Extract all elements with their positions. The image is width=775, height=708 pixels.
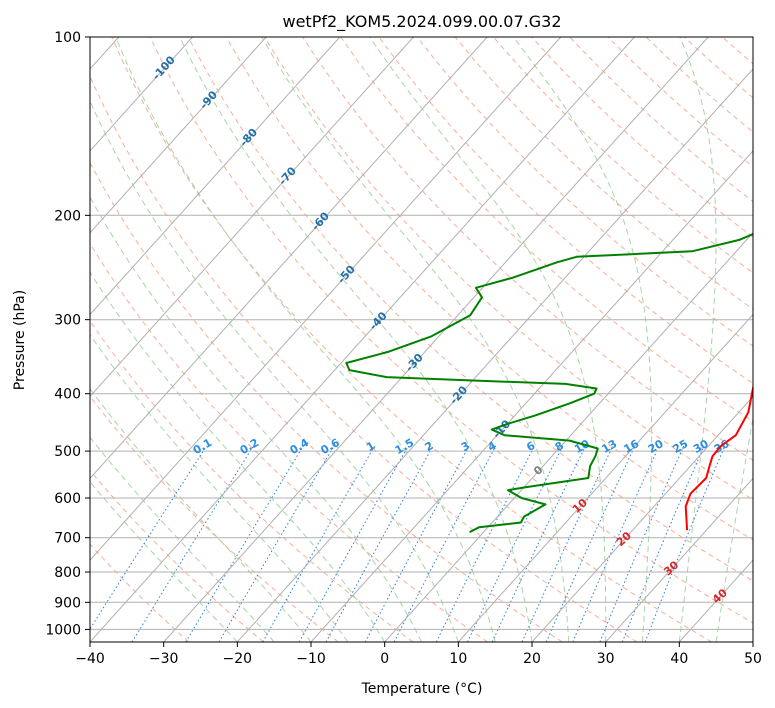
mixing-ratio-line bbox=[467, 445, 564, 642]
dry-adiabat-line bbox=[90, 161, 563, 642]
plot-frame bbox=[89, 36, 754, 643]
moist-adiabat-line bbox=[90, 99, 459, 642]
isotherm-gridline bbox=[457, 313, 753, 642]
x-tick-label: 30 bbox=[597, 651, 615, 667]
moist-adiabat-line bbox=[179, 37, 533, 642]
dry-adiabat-line bbox=[90, 75, 638, 642]
x-tick-label: 0 bbox=[380, 651, 389, 667]
mixing-ratio-line bbox=[131, 445, 254, 642]
dewpoint-profile-line bbox=[345, 232, 753, 533]
isotherm-gridline bbox=[236, 68, 753, 642]
y-tick-label: 200 bbox=[54, 208, 81, 224]
isotherm-gridline bbox=[531, 395, 753, 642]
isotherm-gridline bbox=[163, 37, 709, 642]
moist-adiabat-line bbox=[715, 415, 753, 642]
dry-adiabat-line bbox=[225, 37, 753, 541]
profile-series bbox=[345, 232, 753, 533]
temperature-profile-line bbox=[684, 384, 753, 531]
mixing-ratio-line bbox=[185, 445, 304, 642]
isotherm-gridline bbox=[90, 37, 267, 234]
y-tick-label: 700 bbox=[54, 531, 81, 547]
mixing-ratio-line bbox=[491, 445, 587, 642]
y-axis-label: Pressure (hPa) bbox=[12, 290, 28, 390]
dry-adiabat-line bbox=[149, 37, 753, 624]
mixing-ratio-line bbox=[599, 445, 685, 642]
moist-adiabat-line bbox=[115, 37, 496, 642]
y-tick-label: 400 bbox=[54, 387, 81, 403]
plot-area: 0.1 0.2 0.4 0.6 1 1.5 2 3 4 6 8 10 13 16 20 25 30 3601020… bbox=[90, 37, 753, 642]
x-tick-label: −40 bbox=[75, 651, 105, 667]
isotherm-gridline bbox=[90, 37, 562, 561]
moist-adiabat-line bbox=[90, 481, 238, 642]
mixing-ratio-line bbox=[90, 445, 208, 630]
x-axis-label: Temperature (°C) bbox=[361, 681, 483, 697]
moist-adiabat-line bbox=[90, 271, 386, 642]
isotherm-gridline bbox=[90, 37, 414, 398]
dry-adiabat-line bbox=[187, 37, 753, 582]
isotherm-gridline bbox=[384, 232, 753, 642]
y-tick-label: 100 bbox=[54, 30, 81, 46]
mixing-ratio-line bbox=[298, 445, 409, 642]
mixing-ratio-line bbox=[218, 445, 335, 642]
y-tick-label: 300 bbox=[54, 313, 81, 329]
mixing-ratio-lines bbox=[90, 445, 726, 642]
isotherm-gridline bbox=[90, 37, 193, 152]
y-tick-label: 600 bbox=[54, 491, 81, 507]
isotherm-gridline bbox=[90, 37, 635, 642]
moist-adiabat-line bbox=[513, 37, 653, 642]
isotherm-grid bbox=[90, 37, 753, 642]
moist-adiabat-line bbox=[90, 333, 349, 642]
x-tick-label: −20 bbox=[223, 651, 253, 667]
isotherm-gridline bbox=[605, 477, 753, 642]
x-axis: −40 −30 −20 −10 0 10 20 30 40 50 bbox=[75, 642, 762, 667]
y-tick-label: 900 bbox=[54, 595, 81, 611]
moist-adiabat-line bbox=[369, 37, 607, 642]
dry-adiabat-line bbox=[302, 37, 753, 461]
chart-title: wetPf2_KOM5.2024.099.00.07.G32 bbox=[282, 12, 561, 32]
x-tick-label: 40 bbox=[670, 651, 688, 667]
isotherm-gridline bbox=[90, 37, 341, 316]
isotherm-gridline bbox=[90, 37, 488, 480]
dry-adiabat-line bbox=[416, 37, 753, 347]
y-tick-label: 1000 bbox=[45, 622, 81, 638]
mixing-ratio-line bbox=[325, 445, 434, 642]
mixing-ratio-line bbox=[393, 445, 497, 642]
moist-adiabats bbox=[90, 37, 753, 642]
x-tick-label: 10 bbox=[449, 651, 467, 667]
x-tick-label: −30 bbox=[149, 651, 179, 667]
dry-adiabat-line bbox=[90, 242, 488, 642]
mixing-ratio-line bbox=[572, 445, 660, 642]
isotherm-gridline bbox=[310, 150, 753, 642]
y-axis: 100 200 300 400 500 600 700 800 900 1000 bbox=[45, 30, 90, 638]
moist-adiabat-line bbox=[261, 37, 570, 642]
y-tick-label: 500 bbox=[54, 444, 81, 460]
moist-adiabat-line bbox=[90, 436, 275, 642]
isobar-grid bbox=[90, 37, 753, 630]
x-tick-label: 20 bbox=[523, 651, 541, 667]
x-tick-label: 50 bbox=[744, 651, 762, 667]
dry-adiabat-line bbox=[111, 37, 712, 642]
x-tick-label: −10 bbox=[296, 651, 326, 667]
dry-adiabats bbox=[90, 37, 753, 642]
dry-adiabat-line bbox=[264, 37, 753, 501]
mixing-ratio-line bbox=[435, 445, 535, 642]
dry-adiabat-line bbox=[90, 469, 264, 642]
y-tick-label: 800 bbox=[54, 565, 81, 581]
